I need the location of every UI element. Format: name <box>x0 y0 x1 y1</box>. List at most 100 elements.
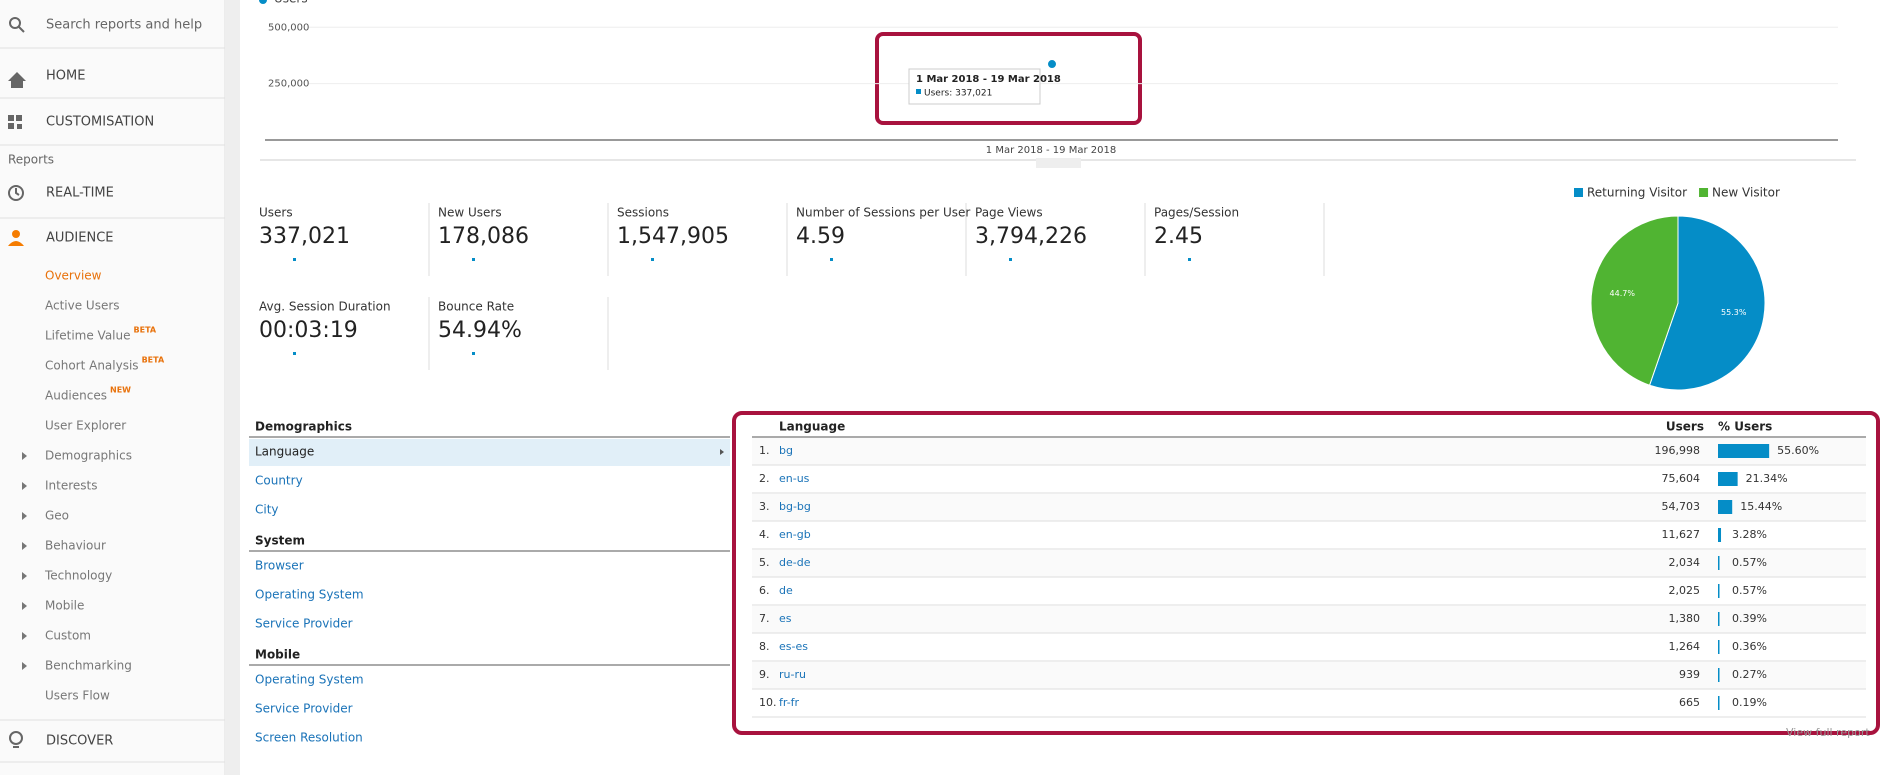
nav-item[interactable]: CUSTOMISATION <box>46 115 154 130</box>
nav-subitem[interactable]: Mobile <box>45 599 84 613</box>
language-link[interactable]: es-es <box>779 640 808 653</box>
slice-label: 55.3% <box>1721 308 1747 317</box>
language-link[interactable]: de-de <box>779 556 811 569</box>
language-link[interactable]: fr-fr <box>779 696 800 709</box>
nav-item[interactable]: DISCOVER <box>46 734 113 749</box>
view-full-report[interactable]: View full report <box>1786 726 1870 739</box>
pie-slice <box>1590 215 1679 386</box>
nav-item[interactable]: REAL-TIME <box>46 186 114 201</box>
share-bar <box>1718 472 1738 486</box>
share-label: 0.57% <box>1732 556 1767 569</box>
table-row <box>752 550 1866 577</box>
home-icon <box>8 72 26 88</box>
share-label: 0.36% <box>1732 640 1767 653</box>
dimension-link[interactable]: Operating System <box>255 588 364 602</box>
nav-subitem[interactable]: Technology <box>44 569 112 583</box>
language-link[interactable]: bg <box>779 444 793 457</box>
dimension-link[interactable]: Browser <box>255 559 304 573</box>
nav-subitem[interactable]: Users Flow <box>45 689 110 703</box>
expand-arrow <box>22 512 27 520</box>
rank: 10. <box>759 696 777 709</box>
share-bar <box>1718 696 1720 710</box>
metric-value: 1,547,905 <box>617 224 729 249</box>
rank: 3. <box>759 500 770 513</box>
rank: 1. <box>759 444 770 457</box>
nav-subitem[interactable]: Audiences <box>45 389 107 403</box>
highlight-box <box>875 32 1142 125</box>
column-header: % Users <box>1718 420 1772 434</box>
sparkline <box>472 352 475 355</box>
y-tick-label: 500,000 <box>268 22 309 33</box>
language-link[interactable]: bg-bg <box>779 500 811 513</box>
nav-subitem[interactable]: Demographics <box>45 449 132 463</box>
tooltip <box>908 68 1041 105</box>
language-link[interactable]: de <box>779 584 793 597</box>
nav-subitem[interactable]: User Explorer <box>45 419 126 433</box>
dimension-link[interactable]: Operating System <box>255 673 364 687</box>
rank: 8. <box>759 640 770 653</box>
dimension-link[interactable]: Service Provider <box>255 617 353 631</box>
nav-subitem[interactable]: Custom <box>45 629 91 643</box>
dimension-link[interactable]: Language <box>255 445 314 459</box>
clock-icon <box>8 185 24 201</box>
users: 11,627 <box>1662 528 1701 541</box>
share-label: 3.28% <box>1732 528 1767 541</box>
legend-label: Users <box>274 0 308 6</box>
users: 1,264 <box>1669 640 1701 653</box>
metric-value: 178,086 <box>438 224 529 249</box>
language-link[interactable]: ru-ru <box>779 668 806 681</box>
share-label: 0.57% <box>1732 584 1767 597</box>
data-point <box>1047 59 1057 70</box>
row-arrow <box>720 449 724 455</box>
slice-label: 44.7% <box>1610 289 1636 298</box>
share-bar <box>1718 640 1720 654</box>
tooltip-value: Users: 337,021 <box>924 89 992 99</box>
share-bar <box>1718 584 1720 598</box>
x-label: 1 Mar 2018 - 19 Mar 2018 <box>986 145 1116 156</box>
share-label: 21.34% <box>1746 472 1788 485</box>
nav-item[interactable]: HOME <box>46 69 85 84</box>
language-link[interactable]: en-gb <box>779 528 811 541</box>
sparkline <box>651 258 654 261</box>
nav-subitem[interactable]: Overview <box>45 269 102 283</box>
metric-label: Avg. Session Duration <box>259 300 391 314</box>
share-label: 15.44% <box>1740 500 1782 513</box>
metric-value: 00:03:19 <box>259 318 358 343</box>
dimension-link[interactable]: City <box>255 503 279 517</box>
expand-arrow <box>22 662 27 670</box>
users: 1,380 <box>1669 612 1701 625</box>
search-input[interactable]: Search reports and help <box>46 18 202 33</box>
nav-subitem[interactable]: Cohort Analysis <box>45 359 139 373</box>
expand-arrow <box>22 482 27 490</box>
dimension-link[interactable]: Service Provider <box>255 702 353 716</box>
search-icon <box>9 17 25 33</box>
nav-subitem[interactable]: Lifetime Value <box>45 329 131 343</box>
selected-row <box>249 439 730 466</box>
dimension-link[interactable]: Screen Resolution <box>255 731 363 745</box>
expand-arrow <box>22 542 27 550</box>
nav-subitem[interactable]: Benchmarking <box>45 659 132 673</box>
share-bar <box>1718 500 1733 514</box>
legend-label: Returning Visitor <box>1587 186 1687 200</box>
nav-subitem[interactable]: Behaviour <box>45 539 106 553</box>
nav-subitem[interactable]: Geo <box>45 509 69 523</box>
nav-item[interactable]: AUDIENCE <box>46 231 113 246</box>
table-row <box>752 690 1866 717</box>
users: 939 <box>1679 668 1700 681</box>
metric-label: Number of Sessions per User <box>796 206 970 220</box>
metric-label: New Users <box>438 206 502 220</box>
share-label: 0.19% <box>1732 696 1767 709</box>
expand-tab[interactable] <box>1036 158 1081 168</box>
legend-swatch <box>259 0 267 4</box>
nav-subitem[interactable]: Interests <box>45 479 98 493</box>
rank: 7. <box>759 612 770 625</box>
discover-icon <box>9 731 23 748</box>
language-link[interactable]: es <box>779 612 792 625</box>
table-row <box>752 466 1866 493</box>
dimension-link[interactable]: Country <box>255 474 303 488</box>
sparkline <box>830 258 833 261</box>
language-link[interactable]: en-us <box>779 472 810 485</box>
audience-icon <box>8 230 24 246</box>
nav-subitem[interactable]: Active Users <box>45 299 120 313</box>
